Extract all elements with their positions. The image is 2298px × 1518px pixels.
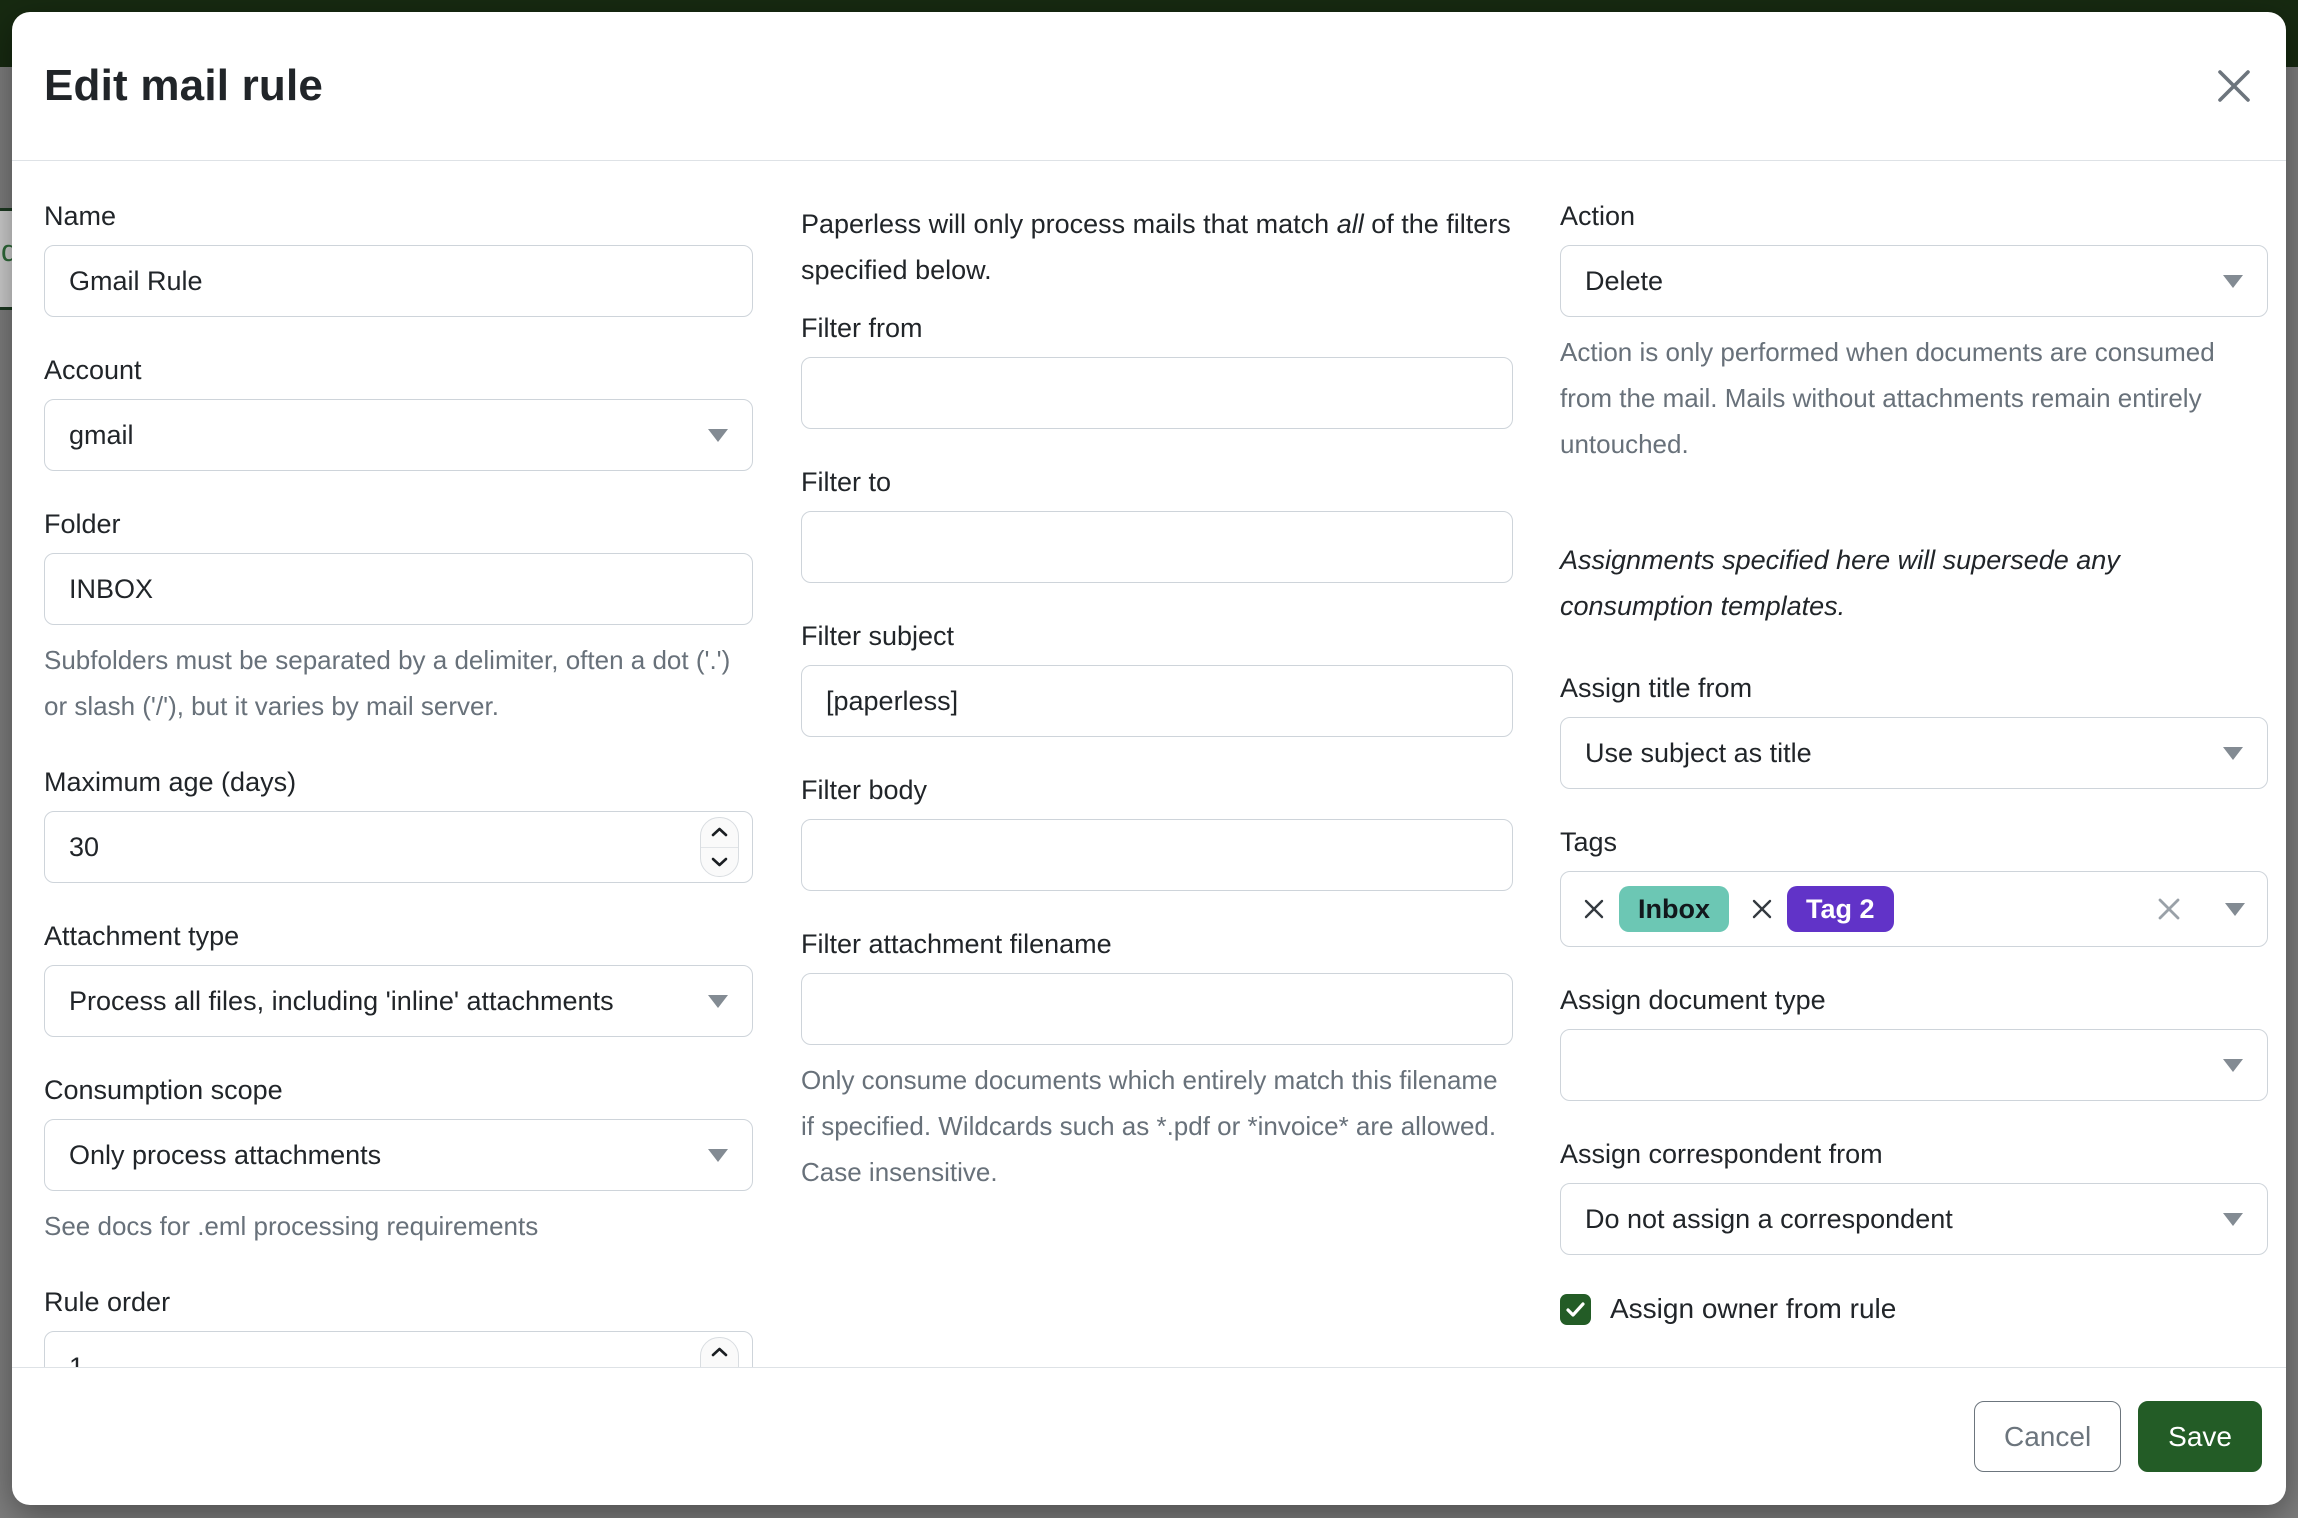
chevron-down-icon xyxy=(708,1148,728,1162)
attachment-type-label: Attachment type xyxy=(44,921,240,951)
filter-body-input[interactable] xyxy=(801,819,1513,891)
remove-tag-icon[interactable] xyxy=(1583,898,1605,920)
rule-order-stepper[interactable] xyxy=(700,1337,739,1367)
chevron-down-icon xyxy=(2223,746,2243,760)
filter-attachment-filename-help-text: Only consume documents which entirely ma… xyxy=(801,1065,1498,1187)
column-actions: Action Delete Action is only performed w… xyxy=(1560,201,2268,1367)
remove-tag-icon[interactable] xyxy=(1751,898,1773,920)
folder-help-text: Subfolders must be separated by a delimi… xyxy=(44,645,731,721)
filter-body-label: Filter body xyxy=(801,775,928,805)
filter-to-label: Filter to xyxy=(801,467,892,497)
maximum-age-label: Maximum age (days) xyxy=(44,767,297,797)
tag-chip-inbox[interactable]: Inbox xyxy=(1619,886,1729,932)
folder-label: Folder xyxy=(44,509,121,539)
x-icon xyxy=(1584,899,1604,919)
chevron-down-icon xyxy=(2223,1212,2243,1226)
x-icon xyxy=(1752,899,1772,919)
chevron-down-icon xyxy=(708,994,728,1008)
column-general: Name Account gmail Folder Subfolders mus… xyxy=(44,201,753,1367)
name-label: Name xyxy=(44,201,117,231)
assignments-note: Assignments specified here will supersed… xyxy=(1560,545,2120,621)
maximum-age-input[interactable] xyxy=(44,811,753,883)
filter-subject-label: Filter subject xyxy=(801,621,955,651)
save-button[interactable]: Save xyxy=(2138,1401,2262,1472)
close-icon xyxy=(2218,70,2250,102)
assign-title-from-select[interactable]: Use subject as title xyxy=(1560,717,2268,789)
name-input[interactable] xyxy=(44,245,753,317)
clear-tags-button[interactable] xyxy=(2155,895,2183,923)
assign-owner-label: Assign owner from rule xyxy=(1610,1293,1897,1324)
dialog-header: Edit mail rule xyxy=(12,12,2286,161)
filter-from-input[interactable] xyxy=(801,357,1513,429)
assign-title-from-label: Assign title from xyxy=(1560,673,1753,703)
attachment-type-select[interactable]: Process all files, including 'inline' at… xyxy=(44,965,753,1037)
account-select[interactable]: gmail xyxy=(44,399,753,471)
filter-from-label: Filter from xyxy=(801,313,923,343)
rule-order-input[interactable] xyxy=(44,1331,753,1367)
account-value: gmail xyxy=(69,419,134,450)
assign-owner-row: Assign owner from rule xyxy=(1560,1293,2268,1325)
action-select[interactable]: Delete xyxy=(1560,245,2268,317)
stepper-down-icon xyxy=(711,857,728,867)
action-label: Action xyxy=(1560,201,1636,231)
tag-chip-tag2[interactable]: Tag 2 xyxy=(1787,886,1894,932)
chevron-down-icon xyxy=(2223,274,2243,288)
chevron-down-icon xyxy=(2223,1058,2243,1072)
chevron-down-icon xyxy=(708,428,728,442)
assign-document-type-select[interactable] xyxy=(1560,1029,2268,1101)
filters-intro-text: Paperless will only process mails that m… xyxy=(801,209,1511,285)
action-value: Delete xyxy=(1585,265,1664,296)
cancel-button[interactable]: Cancel xyxy=(1974,1401,2122,1472)
attachment-type-value: Process all files, including 'inline' at… xyxy=(69,985,614,1016)
consumption-scope-select[interactable]: Only process attachments xyxy=(44,1119,753,1191)
assign-owner-checkbox[interactable] xyxy=(1560,1293,1591,1325)
filter-to-input[interactable] xyxy=(801,511,1513,583)
assign-document-type-label: Assign document type xyxy=(1560,985,1826,1015)
background-fragment-text: d xyxy=(0,211,12,291)
assign-correspondent-from-select[interactable]: Do not assign a correspondent xyxy=(1560,1183,2268,1255)
filter-subject-input[interactable] xyxy=(801,665,1513,737)
folder-input[interactable] xyxy=(44,553,753,625)
assign-correspondent-from-value: Do not assign a correspondent xyxy=(1585,1203,1953,1234)
tags-label: Tags xyxy=(1560,827,1618,857)
clear-icon xyxy=(2158,898,2180,920)
dialog-body: Name Account gmail Folder Subfolders mus… xyxy=(12,161,2286,1367)
filter-attachment-filename-input[interactable] xyxy=(801,973,1513,1045)
close-button[interactable] xyxy=(2210,62,2258,110)
background-page-fragment: d xyxy=(0,208,12,310)
consumption-scope-help-text: See docs for .eml processing requirement… xyxy=(44,1211,539,1241)
assign-title-from-value: Use subject as title xyxy=(1585,737,1812,768)
consumption-scope-label: Consumption scope xyxy=(44,1075,283,1105)
stepper-up-icon xyxy=(711,1347,728,1357)
consumption-scope-value: Only process attachments xyxy=(69,1139,382,1170)
filter-attachment-filename-label: Filter attachment filename xyxy=(801,929,1112,959)
edit-mail-rule-dialog: Edit mail rule Name Account gmail xyxy=(12,12,2286,1505)
stepper-up-icon xyxy=(711,827,728,837)
maximum-age-stepper[interactable] xyxy=(700,817,739,877)
dialog-title: Edit mail rule xyxy=(44,61,324,110)
chevron-down-icon xyxy=(2225,902,2245,916)
dialog-footer: Cancel Save xyxy=(12,1367,2286,1505)
assign-correspondent-from-label: Assign correspondent from xyxy=(1560,1139,1883,1169)
column-filters: Paperless will only process mails that m… xyxy=(801,201,1513,1367)
account-label: Account xyxy=(44,355,142,385)
action-help-text: Action is only performed when documents … xyxy=(1560,337,2215,459)
rule-order-label: Rule order xyxy=(44,1287,171,1317)
check-icon xyxy=(1566,1301,1585,1317)
tags-select[interactable]: Inbox Tag 2 xyxy=(1560,871,2268,947)
